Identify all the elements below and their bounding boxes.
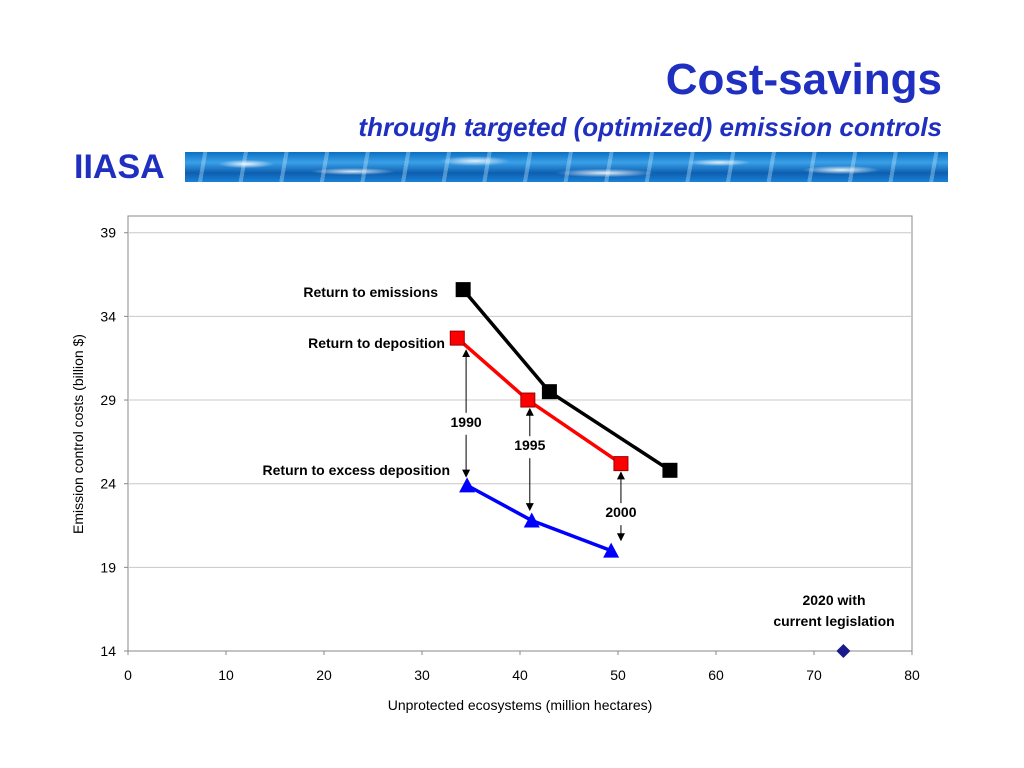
x-tick-label-60: 60 <box>708 667 724 683</box>
annotation-year-1990: 1990 <box>451 414 482 430</box>
y-tick-label-39: 39 <box>100 225 116 241</box>
annotation-year-1995: 1995 <box>514 437 545 453</box>
y-tick-label-14: 14 <box>100 643 116 659</box>
data-point-s3-0 <box>836 644 851 658</box>
data-point-s1-0 <box>449 330 465 346</box>
label-2020-line1: 2020 with <box>802 592 865 608</box>
annotation-year-2000: 2000 <box>605 504 636 520</box>
x-tick-label-80: 80 <box>904 667 920 683</box>
x-tick-label-20: 20 <box>316 667 332 683</box>
y-tick-label-29: 29 <box>100 392 116 408</box>
data-point-s0-2 <box>662 462 678 478</box>
label-return-to-deposition: Return to deposition <box>308 335 445 351</box>
y-tick-label-34: 34 <box>100 308 116 324</box>
data-point-s0-0 <box>455 282 471 298</box>
org-logo-text: IIASA <box>74 148 165 186</box>
label-return-to-emissions: Return to emissions <box>303 284 438 300</box>
x-tick-label-40: 40 <box>512 667 528 683</box>
series-labels: Return to emissions Return to deposition… <box>263 284 895 629</box>
y-axis-title: Emission control costs (billion $) <box>70 334 86 534</box>
slide-title: Cost-savings <box>665 55 942 104</box>
data-point-s2-2 <box>603 542 620 558</box>
label-return-to-excess-deposition: Return to excess deposition <box>263 462 450 478</box>
data-point-s2-0 <box>459 477 476 493</box>
data-point-s2-1 <box>523 512 540 528</box>
year-annotations: 1990 1995 2000 <box>451 349 637 542</box>
axis-ticks: 14 19 24 29 34 39 0 10 20 30 40 50 60 70 80 <box>100 225 920 683</box>
x-tick-label-0: 0 <box>124 667 132 683</box>
data-point-s1-1 <box>520 392 536 408</box>
x-tick-label-50: 50 <box>610 667 626 683</box>
slide-subtitle: through targeted (optimized) emission co… <box>358 112 942 142</box>
x-tick-label-30: 30 <box>414 667 430 683</box>
label-2020-line2: current legislation <box>773 613 894 629</box>
data-point-s0-1 <box>541 384 557 400</box>
y-tick-label-24: 24 <box>100 476 116 492</box>
y-tick-label-19: 19 <box>100 559 116 575</box>
x-axis-title: Unprotected ecosystems (million hectares… <box>388 697 653 713</box>
data-point-s1-2 <box>613 456 629 472</box>
series-line-2 <box>466 483 612 553</box>
x-tick-label-70: 70 <box>806 667 822 683</box>
gridlines <box>128 232 912 568</box>
plot-area-frame <box>127 215 913 652</box>
series-group <box>449 282 851 658</box>
x-tick-label-10: 10 <box>218 667 234 683</box>
water-banner-image <box>185 152 948 182</box>
